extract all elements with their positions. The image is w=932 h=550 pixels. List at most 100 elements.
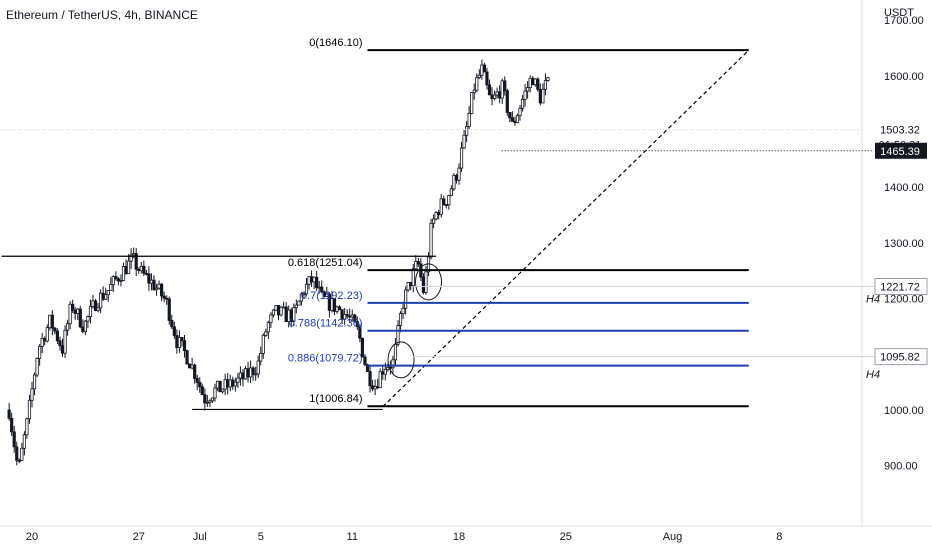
- candle-body: [221, 388, 225, 393]
- fib-level-label: 0.788(1142.36): [289, 318, 363, 330]
- candle-body: [83, 320, 87, 333]
- candle-body: [76, 308, 80, 314]
- y-tick-label: 1200.00: [884, 294, 924, 306]
- candle-body: [43, 338, 47, 342]
- candle-body: [88, 306, 93, 317]
- x-tick-label: 8: [776, 531, 782, 543]
- candle-body: [513, 120, 517, 123]
- timeframe-note: H4: [866, 294, 880, 306]
- candle-body: [492, 94, 497, 100]
- candle-body: [307, 276, 311, 285]
- candle-body: [254, 373, 258, 376]
- x-tick-label: 11: [347, 531, 358, 543]
- candle-body: [358, 326, 362, 339]
- price-tag: [874, 348, 928, 366]
- candle-body: [363, 356, 367, 366]
- candle-body: [210, 397, 215, 402]
- x-tick-label: 5: [258, 531, 264, 543]
- fib-diagonal-line: [382, 49, 750, 408]
- candle-body: [93, 300, 98, 312]
- candle-body: [215, 380, 220, 389]
- candle-body: [317, 286, 321, 289]
- candle-body: [518, 107, 522, 117]
- candle-body: [284, 306, 288, 322]
- candle-body: [121, 266, 126, 281]
- candle-body: [309, 276, 314, 283]
- candle-body: [264, 331, 268, 336]
- candle-body: [391, 359, 395, 369]
- fib-level-label: 0(1646.10): [309, 37, 362, 49]
- x-tick-label: 27: [133, 531, 145, 543]
- candle-body: [139, 265, 143, 271]
- candle-body: [160, 283, 164, 297]
- candle-body: [73, 309, 77, 314]
- candle-body: [543, 79, 548, 90]
- candle-body: [177, 337, 182, 348]
- highlight-ellipse: [387, 341, 415, 379]
- candle-body: [373, 386, 377, 390]
- candle-body: [231, 379, 235, 387]
- candle-body: [470, 92, 474, 114]
- candle-body: [104, 294, 108, 300]
- candle-body: [236, 377, 240, 383]
- candle-body: [17, 459, 21, 462]
- candle-body: [91, 300, 95, 307]
- x-tick-label: 20: [26, 531, 38, 543]
- candle-body: [459, 147, 464, 169]
- candle-body: [520, 98, 525, 109]
- candle-body: [411, 268, 415, 287]
- candle-body: [482, 64, 487, 73]
- candle-body: [360, 337, 365, 358]
- candle-body: [378, 371, 382, 389]
- x-tick-label: 25: [560, 531, 572, 543]
- candle-body: [454, 174, 459, 181]
- candle-body: [200, 386, 204, 396]
- candle-body: [109, 284, 113, 291]
- candle-body: [429, 222, 433, 258]
- candle-body: [175, 335, 179, 348]
- candle-body: [203, 394, 207, 404]
- x-tick-label: 18: [453, 531, 465, 543]
- candle-body: [304, 283, 309, 295]
- candle-body: [106, 290, 110, 296]
- candle-body: [198, 381, 202, 388]
- candle-body: [149, 279, 154, 284]
- candle-body: [533, 78, 537, 86]
- candle-body: [251, 367, 255, 375]
- candle-body: [447, 195, 451, 206]
- candle-body: [431, 218, 436, 224]
- candle-body: [414, 261, 418, 270]
- candle-body: [282, 306, 286, 309]
- candle-body: [449, 188, 453, 196]
- candle-body: [381, 371, 385, 375]
- candle-body: [142, 265, 146, 274]
- candle-body: [58, 340, 62, 347]
- candle-body: [462, 134, 466, 149]
- candle-body: [500, 80, 504, 99]
- candle-body: [223, 379, 227, 390]
- candle-body: [205, 401, 209, 404]
- candle-body: [182, 340, 187, 352]
- fib-level-label: 0.7(1192.23): [301, 290, 363, 302]
- candle-body: [126, 260, 131, 275]
- candle-body: [416, 261, 420, 265]
- current-price-label: 1503.32: [880, 125, 920, 137]
- candle-body: [243, 368, 248, 380]
- price-tag-label: 1095.82: [880, 352, 920, 364]
- candle-body: [187, 363, 192, 369]
- candle-body: [238, 372, 243, 379]
- candle-body: [269, 314, 273, 324]
- candle-body: [503, 80, 507, 92]
- candle-body: [256, 360, 260, 375]
- candle-body: [335, 306, 339, 312]
- candle-body: [475, 77, 479, 91]
- candle-body: [312, 276, 316, 283]
- candle-body: [30, 388, 34, 401]
- candle-body: [35, 358, 39, 376]
- fib-level-label: 0.886(1079.72): [288, 353, 363, 365]
- candle-body: [495, 91, 499, 96]
- candle-body: [134, 253, 138, 270]
- candle-body: [124, 266, 128, 275]
- candle-body: [370, 385, 375, 390]
